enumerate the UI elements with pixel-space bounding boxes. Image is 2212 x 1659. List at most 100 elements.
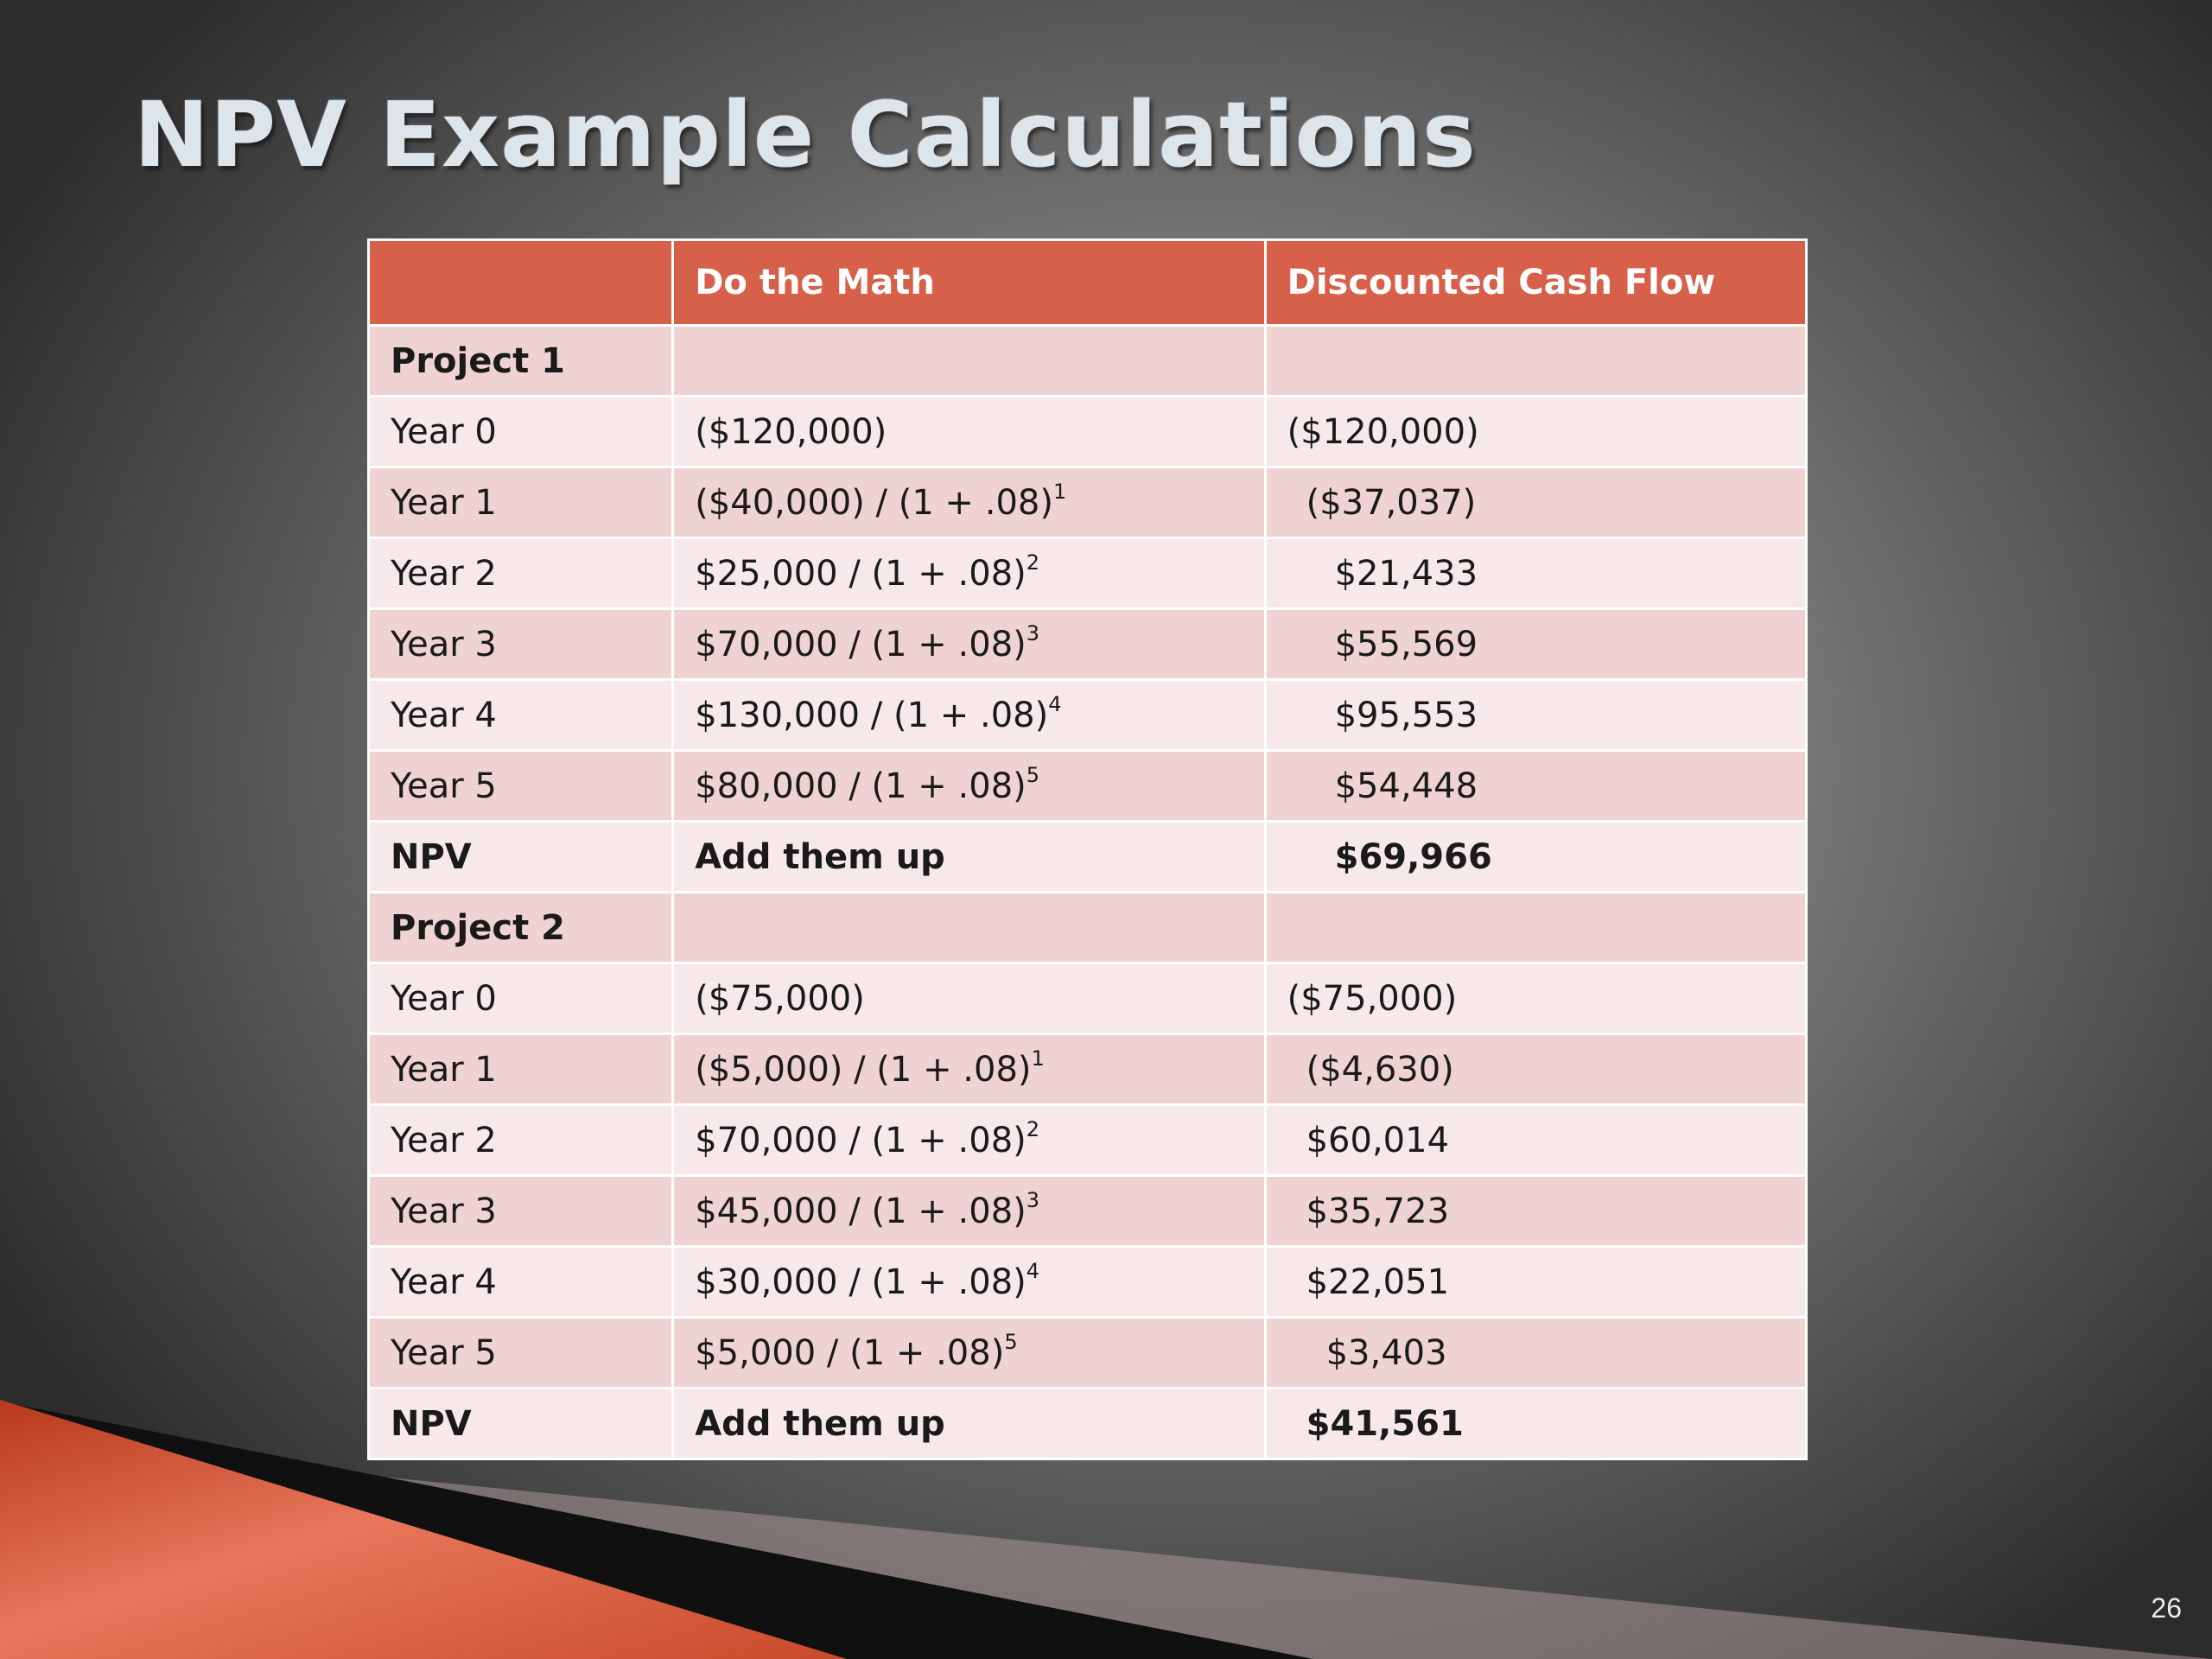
exponent: 2 <box>1026 550 1040 575</box>
math-cell: ($5,000) / (1 + .08)1 <box>671 1033 1267 1106</box>
math-cell: Add them up <box>671 1387 1267 1460</box>
table-row: Project 1 <box>366 324 1808 397</box>
row-label-cell: NPV <box>366 820 675 893</box>
exponent: 2 <box>1026 1116 1040 1141</box>
math-expression: Add them up <box>695 836 945 877</box>
math-cell <box>671 891 1267 964</box>
cash-flow-value: ($120,000) <box>1287 411 1479 452</box>
cash-flow-cell: $54,448 <box>1263 749 1808 823</box>
exponent: 3 <box>1026 620 1040 645</box>
row-label-cell: Year 0 <box>366 395 675 468</box>
table-row: Year 1 ($40,000) / (1 + .08)1 ($37,037) <box>366 466 1808 539</box>
row-label-cell: Project 1 <box>366 324 675 397</box>
row-label-cell: Year 3 <box>366 1174 675 1248</box>
math-expression: $45,000 / (1 + .08) <box>695 1191 1027 1231</box>
row-label-cell: Year 5 <box>366 749 675 823</box>
cash-flow-cell: ($37,037) <box>1263 466 1808 539</box>
cash-flow-value: $69,966 <box>1334 836 1492 877</box>
row-label-cell: Year 2 <box>366 1103 675 1177</box>
row-label-cell: Year 0 <box>366 962 675 1035</box>
cash-flow-cell: $55,569 <box>1263 607 1808 681</box>
row-label-cell: Year 5 <box>366 1316 675 1389</box>
cash-flow-value: $54,448 <box>1334 766 1478 806</box>
table-row: Year 5 $5,000 / (1 + .08)5 $3,403 <box>366 1316 1808 1389</box>
math-expression: $70,000 / (1 + .08) <box>695 624 1027 664</box>
row-label-cell: NPV <box>366 1387 675 1460</box>
math-expression: $70,000 / (1 + .08) <box>695 1120 1027 1160</box>
row-label-cell: Year 3 <box>366 607 675 681</box>
cash-flow-value: $55,569 <box>1334 624 1478 664</box>
table-row: Year 4 $130,000 / (1 + .08)4 $95,553 <box>366 678 1808 752</box>
math-expression: ($5,000) / (1 + .08) <box>695 1049 1032 1090</box>
exponent: 1 <box>1031 1046 1045 1071</box>
exponent: 4 <box>1048 691 1062 716</box>
npv-table: Do the Math Discounted Cash Flow Project… <box>366 238 1808 1460</box>
cash-flow-cell: ($75,000) <box>1263 962 1808 1035</box>
math-expression: $30,000 / (1 + .08) <box>695 1262 1027 1302</box>
row-label-cell: Project 2 <box>366 891 675 964</box>
math-cell <box>671 324 1267 397</box>
table-row: Project 2 <box>366 891 1808 964</box>
table-header-row: Do the Math Discounted Cash Flow <box>366 238 1808 327</box>
cash-flow-cell: $21,433 <box>1263 537 1808 610</box>
exponent: 5 <box>1004 1329 1018 1354</box>
cash-flow-cell: $41,561 <box>1263 1387 1808 1460</box>
cash-flow-value: $3,403 <box>1325 1332 1447 1373</box>
cash-flow-cell <box>1263 324 1808 397</box>
table-row: Year 3 $70,000 / (1 + .08)3 $55,569 <box>366 607 1808 681</box>
cash-flow-cell: $69,966 <box>1263 820 1808 893</box>
cash-flow-value: $35,723 <box>1306 1191 1450 1231</box>
table-row: Year 0 ($120,000) ($120,000) <box>366 395 1808 468</box>
math-cell: $25,000 / (1 + .08)2 <box>671 537 1267 610</box>
cash-flow-cell: ($4,630) <box>1263 1033 1808 1106</box>
header-cell-math: Do the Math <box>671 238 1267 327</box>
cash-flow-value: ($37,037) <box>1306 482 1477 523</box>
table-row: NPV Add them up $41,561 <box>366 1387 1808 1460</box>
math-cell: $30,000 / (1 + .08)4 <box>671 1245 1267 1319</box>
cash-flow-value: ($4,630) <box>1306 1049 1454 1090</box>
math-expression: Add them up <box>695 1403 945 1444</box>
table-row: Year 1 ($5,000) / (1 + .08)1 ($4,630) <box>366 1033 1808 1106</box>
table-row: Year 2 $70,000 / (1 + .08)2 $60,014 <box>366 1103 1808 1177</box>
header-cell-label <box>366 238 675 327</box>
math-cell: ($75,000) <box>671 962 1267 1035</box>
math-cell: $130,000 / (1 + .08)4 <box>671 678 1267 752</box>
math-cell: $45,000 / (1 + .08)3 <box>671 1174 1267 1248</box>
math-cell: ($40,000) / (1 + .08)1 <box>671 466 1267 539</box>
row-label-cell: Year 4 <box>366 1245 675 1319</box>
cash-flow-value: $95,553 <box>1334 695 1478 735</box>
math-expression: $80,000 / (1 + .08) <box>695 766 1027 806</box>
row-label-cell: Year 1 <box>366 1033 675 1106</box>
exponent: 1 <box>1052 479 1067 504</box>
cash-flow-value: $22,051 <box>1306 1262 1450 1302</box>
table-row: Year 0 ($75,000) ($75,000) <box>366 962 1808 1035</box>
cash-flow-cell: $3,403 <box>1263 1316 1808 1389</box>
row-label-cell: Year 2 <box>366 537 675 610</box>
cash-flow-value: ($75,000) <box>1287 978 1458 1019</box>
table-body: Project 1 Year 0 ($120,000) ($120,000) Year … <box>366 324 1808 1460</box>
exponent: 3 <box>1026 1187 1040 1212</box>
math-expression: ($40,000) / (1 + .08) <box>695 482 1053 523</box>
table-row: Year 4 $30,000 / (1 + .08)4 $22,051 <box>366 1245 1808 1319</box>
table-row: Year 5 $80,000 / (1 + .08)5 $54,448 <box>366 749 1808 823</box>
row-label-cell: Year 1 <box>366 466 675 539</box>
table-row: Year 2 $25,000 / (1 + .08)2 $21,433 <box>366 537 1808 610</box>
math-expression: $25,000 / (1 + .08) <box>695 553 1027 594</box>
math-cell: $70,000 / (1 + .08)3 <box>671 607 1267 681</box>
slide-title: NPV Example Calculations <box>134 82 1477 188</box>
table-row: NPV Add them up $69,966 <box>366 820 1808 893</box>
cash-flow-cell <box>1263 891 1808 964</box>
cash-flow-cell: $35,723 <box>1263 1174 1808 1248</box>
cash-flow-value: $21,433 <box>1334 553 1478 594</box>
math-cell: Add them up <box>671 820 1267 893</box>
cash-flow-value: $41,561 <box>1306 1403 1464 1444</box>
table-row: Year 3 $45,000 / (1 + .08)3 $35,723 <box>366 1174 1808 1248</box>
cash-flow-cell: $95,553 <box>1263 678 1808 752</box>
math-expression: ($75,000) <box>695 978 865 1019</box>
cash-flow-value: $60,014 <box>1306 1120 1450 1160</box>
math-cell: $5,000 / (1 + .08)5 <box>671 1316 1267 1389</box>
row-label-cell: Year 4 <box>366 678 675 752</box>
exponent: 5 <box>1026 762 1040 787</box>
math-expression: $130,000 / (1 + .08) <box>695 695 1049 735</box>
